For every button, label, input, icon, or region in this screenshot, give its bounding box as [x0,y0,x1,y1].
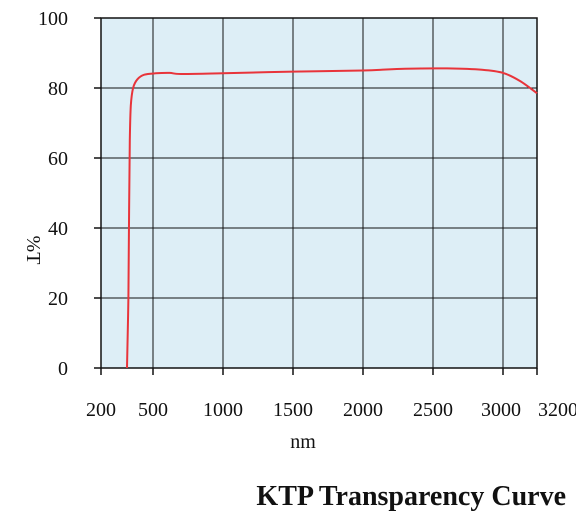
x-tick-label: 3200 [538,399,576,421]
chart-title: KTP Transparency Curve [256,481,566,512]
y-tick-label: 80 [48,78,68,100]
x-tick-label: 1500 [273,399,313,421]
x-tick-label: 2500 [413,399,453,421]
x-tick-label: 2000 [343,399,383,421]
y-axis-label: %T [22,236,44,265]
grid [101,18,537,368]
y-tick-label: 0 [58,358,68,380]
y-tick-label: 60 [48,148,68,170]
y-tick-label: 20 [48,288,68,310]
axes [100,17,538,369]
plot-frame [100,17,538,369]
x-tick-label: 200 [86,399,116,421]
series-line [126,67,538,369]
plot-area [101,18,537,368]
x-tick-label: 3000 [481,399,521,421]
x-tick-label: 500 [138,399,168,421]
y-tick-label: 40 [48,218,68,240]
y-axis-ticks: 0 20 40 60 80 100 [38,8,101,380]
x-axis-label: nm [290,431,316,453]
y-tick-label: 100 [38,8,68,30]
x-axis-ticks: 200 500 1000 1500 2000 2500 3000 3200 [86,368,576,421]
x-tick-label: 1000 [203,399,243,421]
